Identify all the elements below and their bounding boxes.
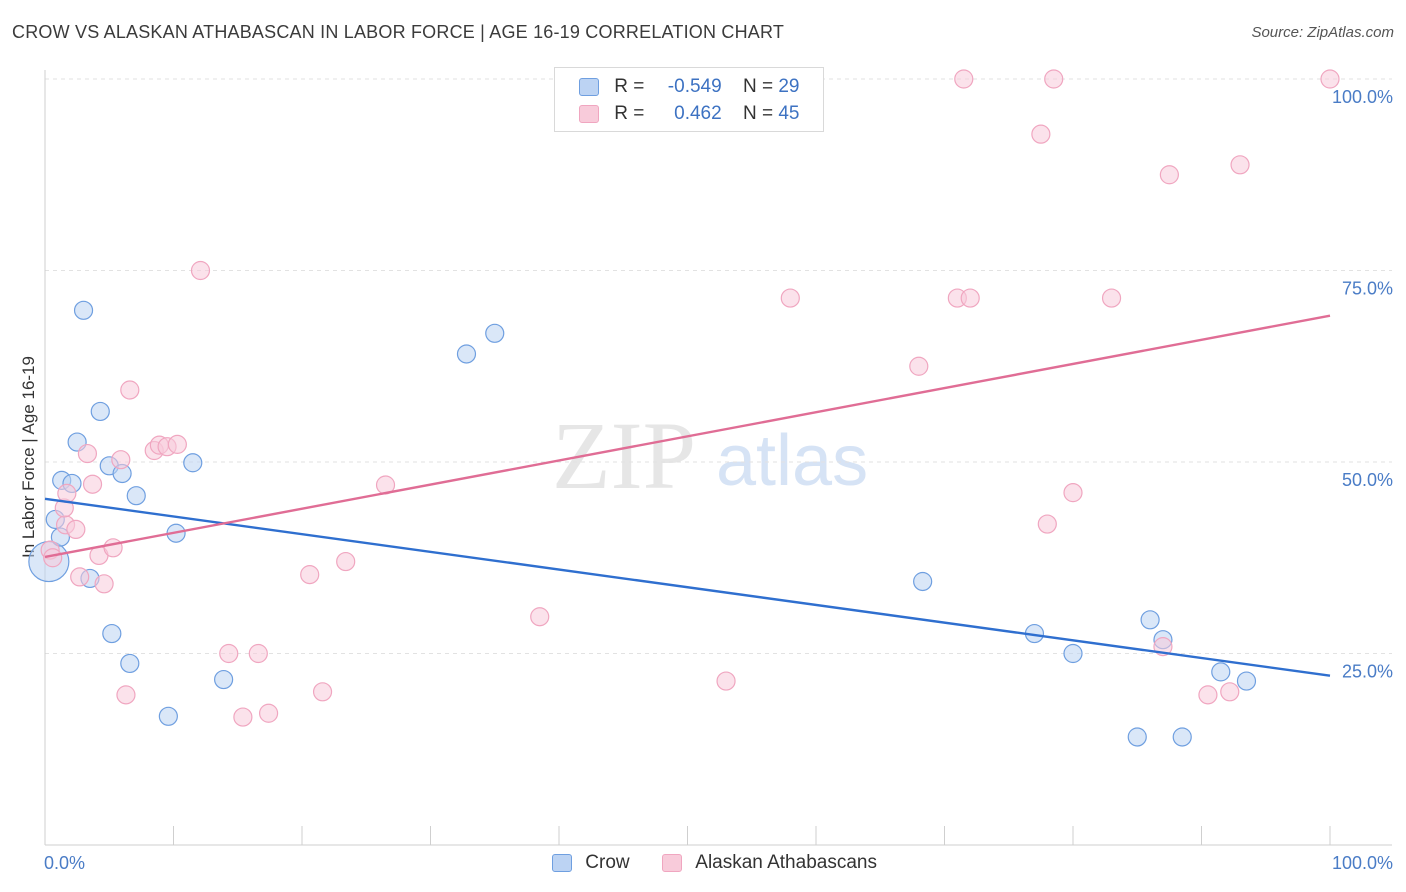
crow-point xyxy=(1128,728,1146,746)
athabascan-point xyxy=(1038,515,1056,533)
x-tick-label-right: 100.0% xyxy=(1332,853,1393,873)
legend-row-athabascan: R = 0.462 N = 45 xyxy=(579,103,799,129)
crow-point xyxy=(1173,728,1191,746)
y-tick-label: 25.0% xyxy=(1342,662,1393,682)
athabascan-point xyxy=(84,475,102,493)
athabascan-point xyxy=(531,608,549,626)
athabascan-point xyxy=(67,520,85,538)
athabascan-point xyxy=(1064,484,1082,502)
athabascan-point xyxy=(1321,70,1339,88)
y-tick-label: 50.0% xyxy=(1342,470,1393,490)
athabascan-point xyxy=(249,645,267,663)
crow-point xyxy=(1064,645,1082,663)
athabascan-point xyxy=(781,289,799,307)
legend-r-label: R = xyxy=(614,103,644,124)
x-tick-label-left: 0.0% xyxy=(44,853,85,873)
legend-n-label: N = xyxy=(743,103,773,124)
crow-point xyxy=(1237,672,1255,690)
athabascan-swatch xyxy=(579,105,599,123)
bottom-legend-crow: Crow xyxy=(552,852,630,874)
legend-n-value: 45 xyxy=(778,103,799,124)
athabascan-point xyxy=(191,262,209,280)
scatter-plot: 25.0% 50.0% 75.0% 100.0% 0.0% 100.0% In Labor … xyxy=(0,0,1406,892)
legend-row-crow: R = -0.549 N = 29 xyxy=(579,76,799,102)
legend-r-value: 0.462 xyxy=(650,103,722,125)
y-tick-label: 100.0% xyxy=(1332,87,1393,107)
athabascan-point xyxy=(961,289,979,307)
athabascan-point xyxy=(1045,70,1063,88)
athabascan-swatch xyxy=(662,854,682,872)
crow-point xyxy=(1141,611,1159,629)
athabascan-point xyxy=(220,645,238,663)
bottom-legend-crow-label: Crow xyxy=(585,852,629,873)
crow-swatch xyxy=(552,854,572,872)
legend-n-label: N = xyxy=(743,76,773,97)
crow-point xyxy=(1212,663,1230,681)
athabascan-point xyxy=(1221,683,1239,701)
crow-point xyxy=(127,487,145,505)
athabascan-point xyxy=(168,435,186,453)
athabascan-point xyxy=(78,445,96,463)
crow-point xyxy=(215,671,233,689)
athabascan-point xyxy=(1160,166,1178,184)
athabascan-point xyxy=(260,704,278,722)
athabascan-point xyxy=(314,683,332,701)
legend-n-value: 29 xyxy=(778,76,799,97)
athabascan-point xyxy=(104,539,122,557)
y-axis-title: In Labor Force | Age 16-19 xyxy=(19,356,38,558)
athabascan-point xyxy=(955,70,973,88)
legend-r-value: -0.549 xyxy=(650,76,722,98)
crow-point xyxy=(184,454,202,472)
crow-swatch xyxy=(579,78,599,96)
crow-point xyxy=(914,572,932,590)
legend-r-label: R = xyxy=(614,76,644,97)
athabascan-point xyxy=(1231,156,1249,174)
bottom-legend-athabascan-label: Alaskan Athabascans xyxy=(695,852,877,873)
crow-point xyxy=(159,707,177,725)
crow-point xyxy=(486,324,504,342)
athabascan-point xyxy=(1103,289,1121,307)
crow-point xyxy=(91,402,109,420)
athabascan-point xyxy=(117,686,135,704)
athabascan-point xyxy=(301,566,319,584)
athabascan-point xyxy=(112,451,130,469)
athabascan-point xyxy=(121,381,139,399)
athabascan-point xyxy=(234,708,252,726)
athabascan-point xyxy=(910,357,928,375)
athabascan-point xyxy=(71,568,89,586)
bottom-legend-athabascan: Alaskan Athabascans xyxy=(662,852,877,874)
crow-point xyxy=(75,301,93,319)
athabascan-trend-line xyxy=(45,316,1330,557)
athabascan-point xyxy=(95,575,113,593)
crow-point xyxy=(121,654,139,672)
y-tick-label: 75.0% xyxy=(1342,279,1393,299)
crow-point xyxy=(103,625,121,643)
athabascan-point xyxy=(1199,686,1217,704)
athabascan-point xyxy=(1032,125,1050,143)
crow-point xyxy=(457,345,475,363)
legend: R = -0.549 N = 29 R = 0.462 N = 45 xyxy=(554,67,824,132)
athabascan-point xyxy=(337,553,355,571)
crow-trend-line xyxy=(45,499,1330,676)
athabascan-point xyxy=(717,672,735,690)
